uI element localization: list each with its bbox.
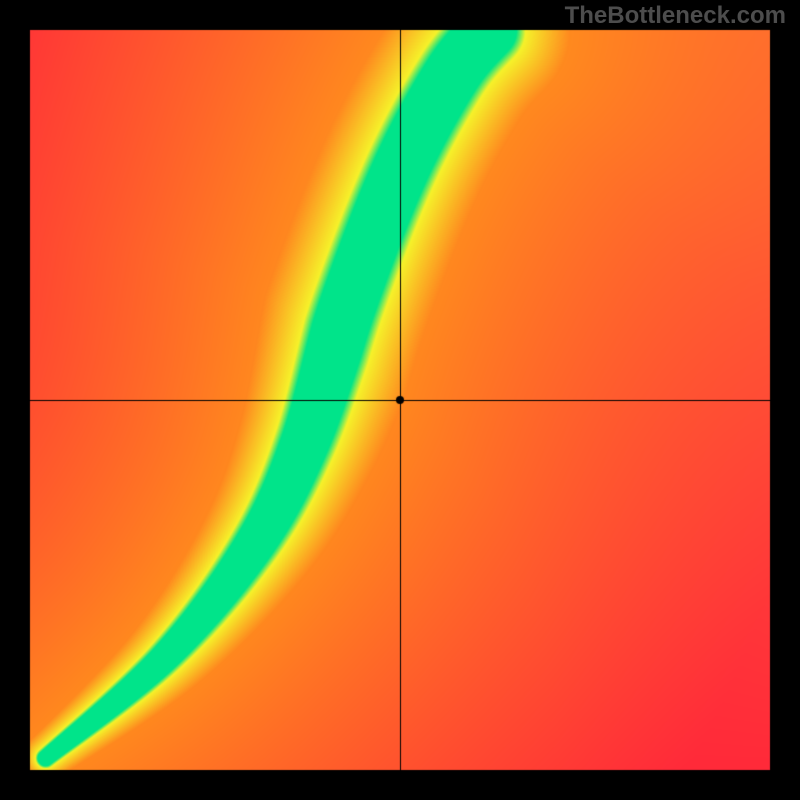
chart-container: TheBottleneck.com (0, 0, 800, 800)
bottleneck-heatmap-canvas (0, 0, 800, 800)
watermark-text: TheBottleneck.com (565, 2, 786, 30)
